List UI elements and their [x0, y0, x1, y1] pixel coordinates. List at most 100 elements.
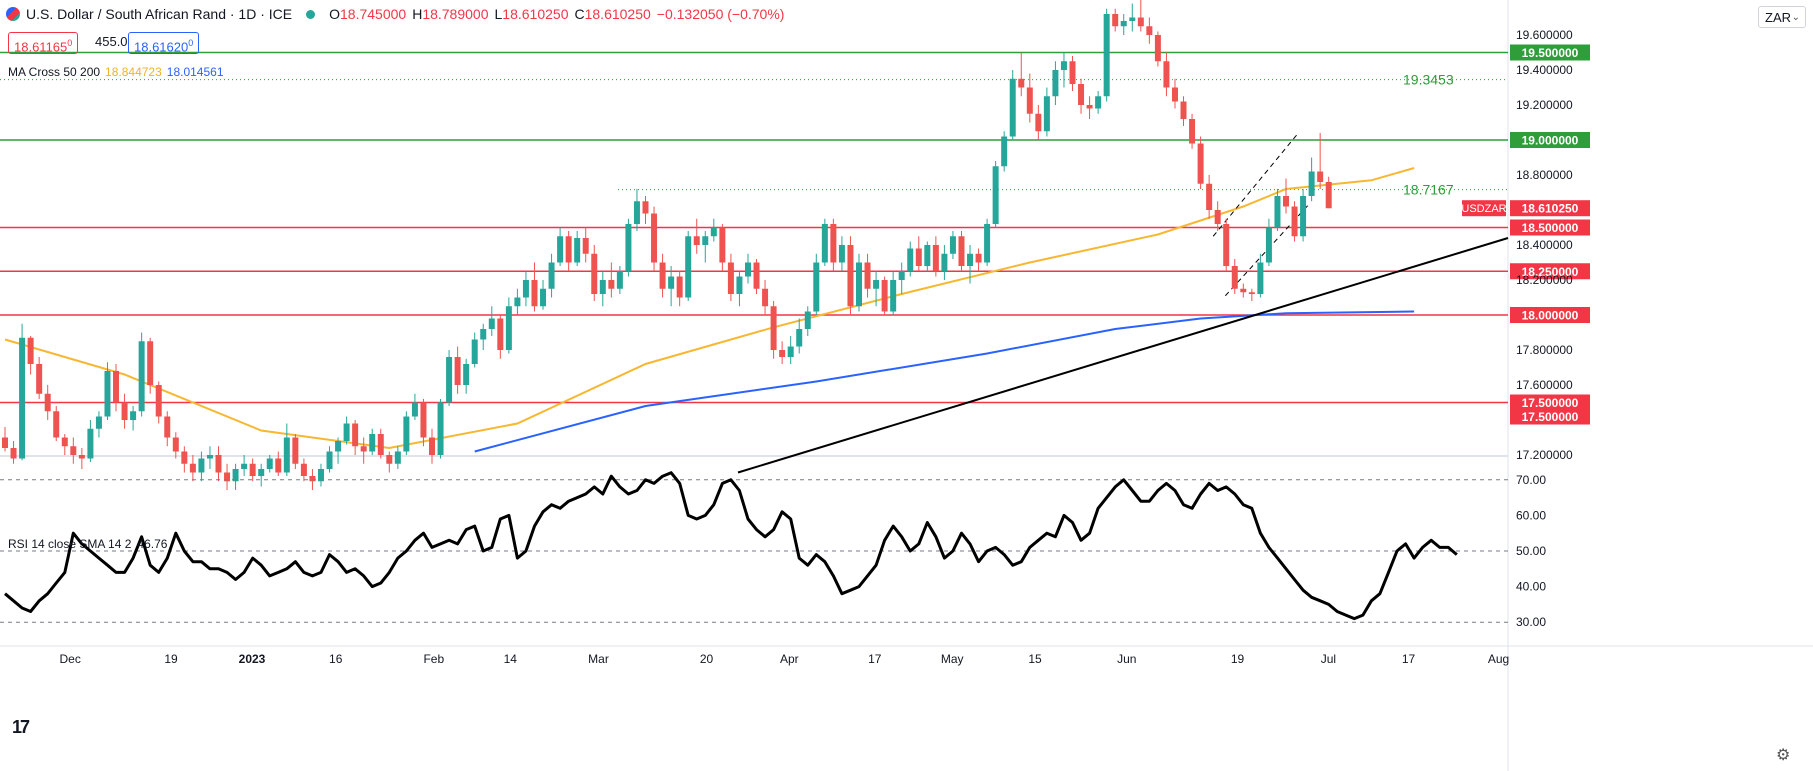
last-price-tag-label: 18.610250: [1522, 202, 1579, 216]
candle-body: [1043, 96, 1050, 132]
bid-button[interactable]: 18.611650: [8, 32, 79, 54]
candle-body: [19, 337, 26, 459]
candle: [1214, 201, 1221, 231]
candle: [138, 332, 145, 417]
candle-body: [335, 441, 342, 452]
candle-body: [753, 262, 760, 289]
candle: [206, 446, 213, 469]
candle: [300, 458, 307, 482]
candle-body: [164, 416, 171, 438]
ma-cross-legend[interactable]: MA Cross 50 200 18.844723 18.014561: [8, 65, 224, 79]
candle-body: [992, 166, 999, 224]
tradingview-logo: 17: [12, 717, 30, 737]
candle-body: [206, 455, 213, 459]
candle: [616, 266, 623, 294]
symbol-tag-label: USDZAR: [1461, 203, 1506, 215]
candle-body: [283, 437, 290, 473]
candle: [189, 455, 196, 482]
candle-body: [838, 245, 845, 263]
gear-icon[interactable]: ⚙: [1776, 747, 1791, 764]
candle-body: [147, 341, 154, 385]
candle: [2, 427, 8, 452]
candle: [147, 337, 154, 394]
candle: [292, 434, 299, 469]
channel-upper-line: [1212, 132, 1299, 237]
ma200-value: 18.014561: [166, 65, 224, 79]
candle-body: [1112, 14, 1119, 27]
candle-body: [241, 463, 248, 469]
candle: [1257, 253, 1264, 298]
candle-body: [172, 437, 179, 452]
candle: [1103, 8, 1110, 102]
trend-lines: [737, 132, 1509, 474]
candle: [249, 458, 256, 482]
ask-button[interactable]: 18.616200: [128, 32, 200, 54]
low-value: 18.610250: [502, 6, 569, 22]
candle-body: [181, 451, 188, 464]
candle: [224, 463, 231, 490]
candle-body: [352, 423, 359, 447]
candle-body: [292, 437, 299, 464]
candle: [702, 231, 709, 263]
time-axis-label: 20: [700, 652, 714, 666]
candle-body: [232, 469, 239, 482]
candle: [1060, 52, 1067, 88]
candle-body: [1206, 183, 1213, 210]
candlesticks: [2, 0, 1332, 490]
time-axis-label: 15: [1028, 652, 1042, 666]
candle-body: [949, 236, 956, 254]
candle-body: [343, 423, 350, 441]
candle: [727, 253, 734, 301]
candle-body: [1086, 105, 1093, 109]
candle: [847, 236, 854, 315]
flag-icon: [6, 7, 20, 21]
level-price-tag: 17.500000: [1510, 408, 1590, 425]
candle: [907, 241, 914, 277]
candle: [1180, 96, 1187, 126]
candle-body: [941, 253, 948, 272]
symbol-title[interactable]: U.S. Dollar / South African Rand · 1D · …: [26, 6, 293, 22]
candle-body: [386, 455, 393, 464]
time-axis: Dec 19 2023 16 Feb 14 Mar 20 Apr 17 May 15 Jun 19 Jul 1…: [60, 652, 1510, 666]
candle: [1001, 131, 1008, 172]
candle: [1325, 176, 1332, 209]
symbol-tag-bg: [1462, 200, 1506, 217]
candle: [403, 411, 410, 455]
candle: [488, 306, 495, 336]
rsi-panel: 70.00 60.00 50.00 40.00 30.00: [0, 471, 1546, 629]
time-axis-label: 19: [1231, 652, 1245, 666]
candle-body: [505, 306, 512, 350]
candle: [1095, 91, 1102, 114]
level-tag-label: 18.250000: [1522, 265, 1579, 279]
trend-line: [737, 237, 1509, 474]
candle: [949, 231, 956, 259]
candle: [779, 341, 786, 364]
level-tag-bg: [1510, 219, 1590, 236]
candle-body: [702, 236, 709, 245]
rsi-legend[interactable]: RSI 14 close SMA 14 2 46.76: [8, 537, 168, 551]
level-price-tag: 19.500000: [1510, 44, 1590, 61]
candle-body: [582, 238, 589, 254]
candle: [574, 231, 581, 266]
candle: [591, 245, 598, 301]
level-price-tag: 18.500000: [1510, 219, 1590, 236]
currency-selector[interactable]: ZAR ⌄: [1758, 6, 1806, 28]
candle-body: [540, 288, 547, 307]
candle-body: [309, 476, 316, 482]
candle-body: [1060, 61, 1067, 70]
level-price-tag: 17.500000: [1510, 394, 1590, 411]
candle: [19, 323, 26, 461]
candle-body: [710, 227, 717, 237]
candle-body: [804, 311, 811, 329]
candle-body: [1223, 224, 1230, 266]
candle-body: [1257, 262, 1264, 294]
candle-body: [463, 364, 470, 385]
candle: [113, 364, 120, 412]
candle: [1291, 201, 1298, 242]
candle: [668, 266, 675, 307]
candle-body: [1154, 35, 1161, 62]
candle-body: [1300, 196, 1307, 237]
candle-body: [1078, 84, 1085, 105]
level-price-tag: 18.250000: [1510, 263, 1590, 280]
